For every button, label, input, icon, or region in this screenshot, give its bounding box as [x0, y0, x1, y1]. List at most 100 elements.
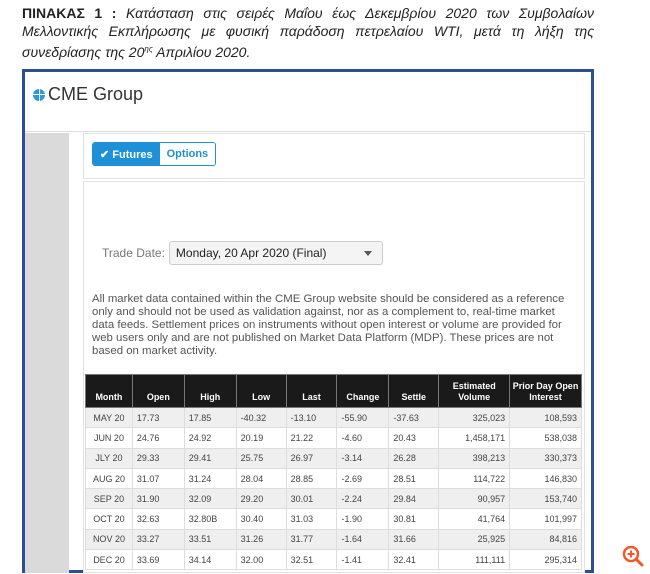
table-cell: 20.19 [235, 427, 287, 449]
check-circle-icon: ✔ [100, 149, 113, 161]
trade-date-select[interactable]: Monday, 20 Apr 2020 (Final) [168, 241, 383, 265]
figure-caption: ΠΙΝΑΚΑΣ 1 : Κατάσταση στις σειρές Μαΐου … [22, 4, 594, 61]
cme-logo[interactable]: CME Group [33, 84, 143, 105]
tab-label: Futures [112, 149, 153, 161]
table-cell: 24.92 [183, 427, 237, 449]
table-cell: 32.41 [388, 549, 440, 571]
globe-icon [33, 88, 45, 101]
table-cell: 41,764 [438, 508, 511, 530]
product-toggle: ✔ Futures Options [92, 142, 217, 166]
table-cell: 29.33 [131, 447, 185, 469]
caption-text: Κατάσταση στις σειρές Μαΐου έως Δεκεμβρί… [22, 5, 595, 60]
table-row: MAY 20 17.73 17.85 -40.32 -13.10 -55.90 -37.63… [85, 406, 582, 429]
tab-futures[interactable]: ✔ Futures [93, 143, 160, 165]
column-header: Estimated Volume [438, 374, 511, 408]
settlements-table: Month Open High Low Last Change Settle Estimate… [85, 374, 582, 571]
table-cell: 29.84 [388, 488, 440, 510]
table-cell: 25,925 [438, 528, 511, 551]
table-cell: 32.63 [131, 508, 185, 530]
caption-sup: ης [144, 44, 153, 53]
table-cell: NOV 20 [85, 528, 133, 551]
table-cell: JUN 20 [85, 427, 133, 449]
table-cell: 26.28 [388, 447, 440, 469]
tab-options[interactable]: Options [159, 143, 216, 165]
column-header: Change [336, 374, 390, 408]
table-cell: 25.75 [235, 447, 287, 469]
table-cell: 295,314 [509, 549, 582, 571]
column-header: Low [235, 374, 287, 408]
site-header: CME Group [25, 72, 591, 132]
table-row: AUG 20 31.07 31.24 28.04 28.85 -2.69 28.51 114,… [85, 467, 582, 490]
table-row: SEP 20 31.90 32.09 29.20 30.01 -2.24 29.84 90,9… [85, 488, 582, 510]
column-header: High [183, 374, 237, 408]
column-header: Settle [388, 374, 440, 408]
column-header: Prior Day Open Interest [509, 374, 582, 408]
table-cell: 90,957 [438, 488, 511, 510]
table-cell: 33.51 [183, 528, 237, 551]
table-cell: 330,373 [509, 447, 582, 469]
table-row: OCT 20 32.63 32.80B 30.40 31.03 -1.90 30.81 41,… [85, 508, 582, 530]
table-cell: 1,458,171 [438, 427, 511, 449]
table-row: JLY 20 29.33 29.41 25.75 26.97 -3.14 26.28 398,… [85, 447, 582, 469]
column-header: Month [85, 374, 133, 408]
table-cell: 111,111 [438, 549, 511, 571]
table-cell: 30.81 [388, 508, 440, 530]
table-row: JUN 20 24.76 24.92 20.19 21.22 -4.60 20.43 1,45… [85, 427, 582, 449]
logo-text: CME Group [48, 84, 144, 104]
product-type-panel: ✔ Futures Options [83, 133, 585, 179]
table-cell: 30.40 [235, 508, 287, 530]
table-cell: 398,213 [438, 447, 511, 469]
table-cell: 21.22 [285, 427, 338, 449]
table-cell: -2.69 [336, 467, 390, 490]
table-cell: 32.00 [235, 549, 287, 571]
table-cell: 32.51 [285, 549, 338, 571]
table-cell: 24.76 [131, 427, 185, 449]
table-cell: -1.64 [336, 528, 390, 551]
table-cell: -55.90 [336, 406, 390, 429]
table-cell: 31.77 [285, 528, 338, 551]
table-cell: 31.90 [131, 488, 185, 510]
chevron-down-icon [363, 251, 372, 260]
table-row: DEC 20 33.69 34.14 32.00 32.51 -1.41 32.41 111,… [85, 549, 582, 571]
table-cell: DEC 20 [85, 549, 133, 571]
table-cell: -37.63 [388, 406, 440, 429]
table-cell: 34.14 [183, 549, 237, 571]
table-cell: 29.41 [183, 447, 237, 469]
column-header: Last [285, 374, 338, 408]
table-cell: 30.01 [285, 488, 338, 510]
table-cell: 153,740 [509, 488, 582, 510]
table-cell: -1.90 [336, 508, 390, 530]
table-cell: MAY 20 [85, 406, 133, 429]
table-cell: 31.24 [183, 467, 237, 490]
table-cell: 20.43 [388, 427, 440, 449]
table-cell: 31.66 [388, 528, 440, 551]
zoom-in-icon[interactable] [622, 545, 644, 567]
table-cell: -1.41 [336, 549, 390, 571]
table-cell: 101,997 [509, 508, 582, 530]
table-cell: 31.03 [285, 508, 338, 530]
caption-label: ΠΙΝΑΚΑΣ 1 : [22, 5, 117, 21]
table-cell: -40.32 [235, 406, 287, 429]
table-cell: 28.04 [235, 467, 287, 490]
table-cell: 33.27 [131, 528, 185, 551]
screenshot-frame: CME Group ✔ Futures Options Trade Date: … [22, 69, 594, 573]
caption-text-end: Απριλίου 2020. [152, 43, 251, 60]
trade-date-row: Trade Date: Monday, 20 Apr 2020 (Final) [102, 241, 383, 265]
table-cell: 31.07 [131, 467, 185, 490]
sidebar [25, 133, 69, 573]
table-cell: -2.24 [336, 488, 390, 510]
table-cell: 538,038 [509, 427, 582, 449]
table-cell: 146,830 [509, 467, 582, 490]
table-cell: -3.14 [336, 447, 390, 469]
table-cell: 32.80B [183, 508, 237, 530]
table-cell: 26.97 [285, 447, 338, 469]
table-cell: 108,593 [509, 406, 582, 429]
table-cell: 325,023 [438, 406, 511, 429]
table-cell: 29.20 [235, 488, 287, 510]
table-row: NOV 20 33.27 33.51 31.26 31.77 -1.64 31.66 25,9… [85, 528, 582, 551]
trade-date-label: Trade Date: [102, 246, 165, 260]
table-cell: 32.09 [183, 488, 237, 510]
table-cell: AUG 20 [85, 467, 133, 490]
table-cell: OCT 20 [85, 508, 133, 530]
trade-date-value: Monday, 20 Apr 2020 (Final) [175, 246, 327, 260]
